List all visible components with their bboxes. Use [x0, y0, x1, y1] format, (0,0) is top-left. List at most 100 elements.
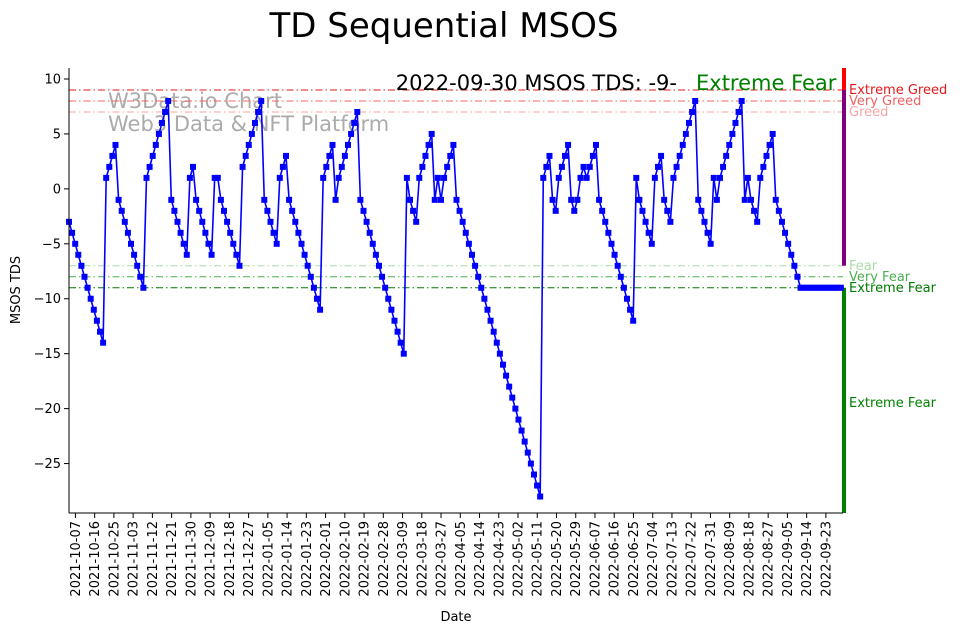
- data-point: [521, 438, 528, 445]
- annotation-text: 2022-09-30 MSOS TDS: -9-: [396, 71, 677, 95]
- data-point: [689, 108, 696, 115]
- x-tick-label: 2021-11-03: [127, 521, 142, 597]
- data-point: [642, 218, 649, 225]
- data-point: [682, 130, 689, 137]
- data-point: [227, 229, 234, 236]
- data-point: [279, 163, 286, 170]
- data-point: [614, 262, 621, 269]
- data-point: [410, 207, 417, 214]
- data-point: [589, 152, 596, 159]
- data-point: [196, 207, 203, 214]
- data-point: [760, 163, 767, 170]
- data-point: [276, 174, 283, 181]
- data-point: [788, 251, 795, 258]
- x-axis: 2021-10-07 2021-10-16 2021-10-25 2021-11-03…: [69, 513, 834, 597]
- data-point: [679, 141, 686, 148]
- data-point: [124, 229, 131, 236]
- x-tick-label: 2022-05-20: [550, 521, 565, 597]
- data-point: [620, 284, 627, 291]
- x-tick-label: 2022-02-01: [319, 521, 334, 597]
- side-label-extreme-fear: Extreme Fear: [849, 396, 937, 411]
- data-point: [236, 262, 243, 269]
- data-point: [710, 174, 717, 181]
- data-point: [72, 240, 79, 247]
- data-point: [785, 240, 792, 247]
- x-tick-label: 2022-06-16: [608, 521, 623, 597]
- data-point: [162, 108, 169, 115]
- data-point: [208, 251, 215, 258]
- data-point: [159, 119, 165, 126]
- x-tick-label: 2022-06-25: [627, 521, 642, 597]
- data-point: [809, 284, 816, 291]
- x-tick-label: 2022-01-14: [281, 521, 296, 597]
- data-point: [93, 317, 100, 324]
- x-tick-label: 2022-09-14: [800, 521, 815, 597]
- data-point: [155, 130, 162, 137]
- data-point: [518, 427, 525, 434]
- data-point: [103, 174, 110, 181]
- data-point: [134, 262, 141, 269]
- data-point: [425, 141, 432, 148]
- data-point: [338, 163, 345, 170]
- data-point: [831, 284, 838, 291]
- data-point: [639, 207, 646, 214]
- x-tick-label: 2022-02-28: [377, 521, 392, 597]
- data-point: [403, 174, 410, 181]
- y-tick-label: −5: [42, 237, 61, 252]
- y-tick-label: 0: [53, 182, 61, 197]
- x-tick-label: 2022-07-13: [665, 521, 680, 597]
- data-point: [558, 163, 565, 170]
- x-tick-label: 2022-07-22: [685, 521, 700, 597]
- data-point: [298, 240, 305, 247]
- x-tick-label: 2022-01-23: [300, 521, 315, 597]
- data-point: [744, 174, 751, 181]
- data-point: [295, 229, 302, 236]
- data-point: [152, 141, 159, 148]
- data-point: [627, 306, 634, 313]
- data-point: [149, 152, 156, 159]
- data-point: [186, 174, 193, 181]
- data-point: [503, 372, 510, 379]
- x-tick-label: 2022-08-27: [762, 521, 777, 597]
- data-point: [354, 108, 361, 115]
- data-point: [413, 218, 420, 225]
- data-point: [478, 284, 485, 291]
- data-point: [515, 416, 522, 423]
- x-tick-label: 2022-08-09: [723, 521, 738, 597]
- data-point: [87, 295, 94, 302]
- data-point: [741, 196, 748, 203]
- y-tick-label: −20: [34, 402, 61, 417]
- data-point: [534, 482, 541, 489]
- x-tick-label: 2022-06-07: [588, 521, 603, 597]
- series-line: [68, 100, 841, 498]
- data-point: [636, 196, 643, 203]
- data-point: [462, 229, 469, 236]
- data-point: [592, 141, 599, 148]
- data-point: [90, 306, 97, 313]
- x-tick-label: 2021-11-30: [184, 521, 199, 597]
- watermark-line-2: Web3 Data & NFT Platform: [108, 112, 389, 136]
- data-point: [617, 273, 624, 280]
- data-point: [174, 218, 181, 225]
- data-point: [571, 207, 578, 214]
- data-point: [747, 196, 754, 203]
- data-point: [292, 218, 299, 225]
- data-point: [611, 251, 618, 258]
- x-tick-label: 2021-12-18: [223, 521, 238, 597]
- data-point: [530, 471, 537, 478]
- data-point: [301, 251, 308, 258]
- data-point: [270, 229, 277, 236]
- data-point: [75, 251, 82, 258]
- data-point: [121, 218, 128, 225]
- data-point: [552, 207, 559, 214]
- data-point: [289, 207, 296, 214]
- data-point: [803, 284, 810, 291]
- data-point: [623, 295, 630, 302]
- annotation-status: Extreme Fear: [696, 71, 837, 95]
- data-point: [323, 163, 330, 170]
- data-point: [180, 240, 187, 247]
- data-point: [493, 339, 500, 346]
- data-point: [580, 163, 587, 170]
- x-tick-label: 2022-05-02: [512, 521, 527, 597]
